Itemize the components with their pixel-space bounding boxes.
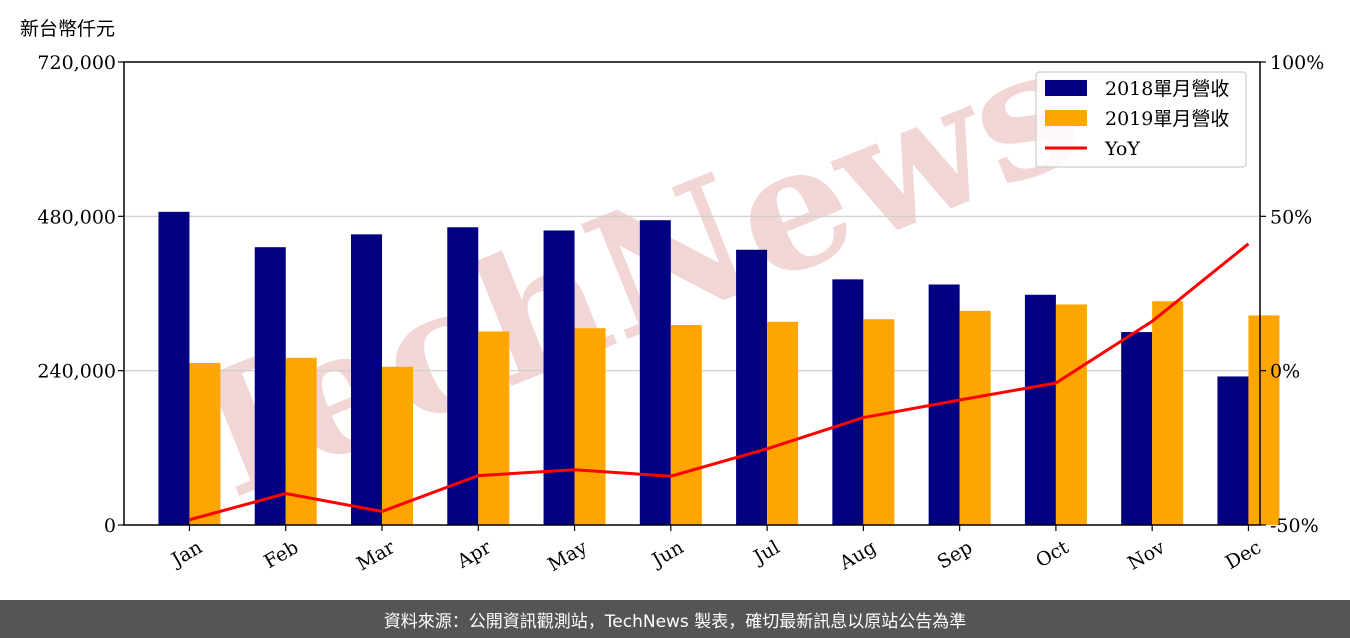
- bar-2018-feb: [254, 247, 286, 525]
- bar-2019-mar: [382, 366, 414, 525]
- legend-swatch: [1045, 110, 1087, 126]
- x-tick-label-mar: Mar: [353, 536, 399, 575]
- x-tick-label-aug: Aug: [835, 536, 880, 575]
- x-tick-label-jun: Jun: [647, 536, 688, 572]
- y-right-tick-label: 50%: [1270, 206, 1312, 228]
- y-left-tick-label: 0: [104, 515, 116, 537]
- bar-2018-apr: [447, 227, 479, 526]
- bar-2019-jun: [670, 325, 702, 525]
- x-tick-label-apr: Apr: [453, 536, 496, 573]
- x-tick-label-jul: Jul: [748, 536, 783, 569]
- y-left-tick-label: 240,000: [37, 361, 116, 383]
- legend: 2018單月營收 2019單月營收 YoY: [1035, 71, 1247, 168]
- bar-2019-aug: [863, 319, 895, 525]
- bar-2018-jun: [639, 220, 671, 526]
- x-tick-label-feb: Feb: [260, 536, 302, 573]
- x-tick-label-dec: Dec: [1222, 536, 1265, 574]
- bar-2019-nov: [1152, 301, 1184, 525]
- bar-2018-mar: [351, 234, 383, 526]
- bar-2018-jan: [158, 211, 190, 525]
- revenue-chart: TechNews0240,000480,000720,000-50%0%50%1…: [37, 5, 1324, 576]
- bar-2018-oct: [1024, 294, 1056, 525]
- y-left-tick-label: 720,000: [37, 52, 116, 74]
- bar-2019-may: [574, 328, 606, 525]
- x-tick-label-oct: Oct: [1032, 536, 1073, 572]
- bar-2019-jan: [189, 362, 221, 525]
- bar-2019-jul: [767, 321, 799, 525]
- footer-text: 資料來源：公開資訊觀測站，TechNews 製表，確切最新訊息以原站公告為準: [383, 611, 967, 632]
- legend-label: 2019單月營收: [1105, 108, 1229, 130]
- bar-2019-sep: [959, 310, 991, 525]
- legend-box: [1035, 71, 1247, 168]
- bar-2019-oct: [1055, 304, 1087, 525]
- chart-area: 新台幣仟元 TechNews 0 240,000 480,000 720,000 -50%…: [20, 5, 1324, 576]
- y-right-tick-label: -50%: [1270, 515, 1319, 537]
- bar-2018-may: [543, 230, 575, 525]
- y-right-tick-label: 100%: [1270, 52, 1324, 74]
- plot-frame: [123, 61, 1261, 526]
- source-footer: 資料來源：公開資訊觀測站，TechNews 製表，確切最新訊息以原站公告為準: [0, 600, 1350, 638]
- y-left-tick-label: 480,000: [37, 206, 116, 228]
- y-right-tick-label: 0%: [1270, 361, 1300, 383]
- legend-label: YoY: [1104, 138, 1140, 160]
- yoy-line: [189, 242, 1250, 522]
- bar-2018-nov: [1121, 332, 1153, 525]
- bar-2019-dec: [1248, 315, 1280, 525]
- legend-label: 2018單月營收: [1105, 78, 1229, 100]
- x-tick-label-sep: Sep: [934, 536, 977, 573]
- bar-2018-jul: [736, 249, 768, 525]
- x-tick-label-nov: Nov: [1124, 536, 1169, 575]
- bar-2018-dec: [1217, 376, 1249, 525]
- y-axis-unit-label: 新台幣仟元: [20, 18, 116, 40]
- bar-2019-apr: [478, 331, 510, 525]
- x-tick-label-jan: Jan: [166, 536, 206, 572]
- bar-2018-aug: [832, 279, 864, 525]
- legend-swatch: [1045, 80, 1087, 96]
- x-tick-label-may: May: [544, 536, 591, 576]
